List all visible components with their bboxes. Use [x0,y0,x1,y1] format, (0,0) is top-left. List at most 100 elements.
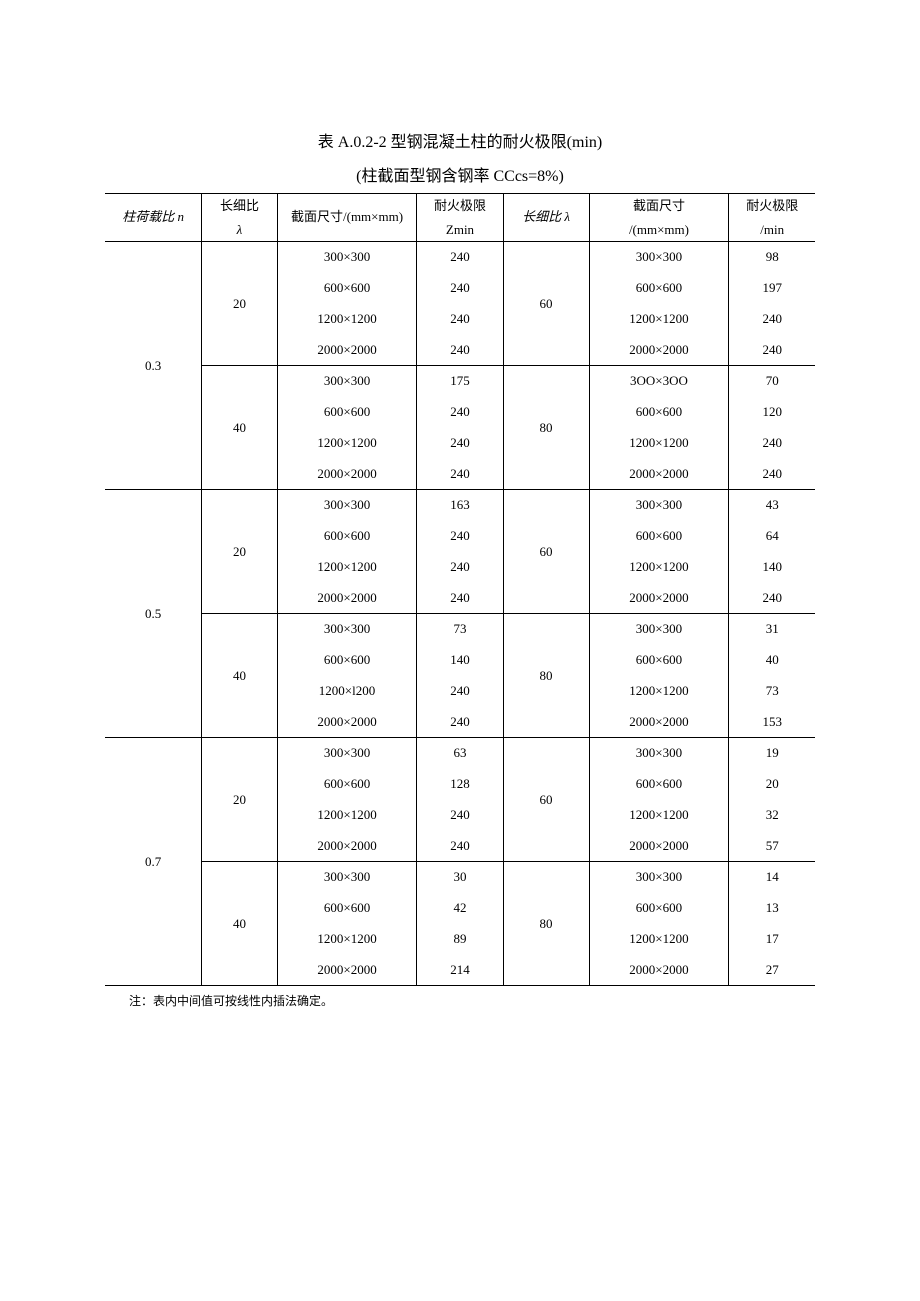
cell-lambda-left: 20 [202,738,277,862]
col-header-lambda: λ [202,220,277,242]
cell-section-right: 300×300 [589,614,729,645]
cell-section-left: 2000×2000 [277,831,417,862]
cell-section-right: 1200×1200 [589,676,729,707]
cell-fire-left: 240 [417,583,503,614]
col-header-fire-left: 耐火极限 [417,194,503,220]
cell-fire-left: 240 [417,831,503,862]
col-header-section-left: 截面尺寸/(mm×mm) [277,194,417,242]
cell-fire-right: 27 [729,955,815,986]
cell-section-right: 300×300 [589,862,729,893]
cell-lambda-right: 60 [503,490,589,614]
cell-section-right: 2000×2000 [589,335,729,366]
col-header-zmin: Zmin [417,220,503,242]
cell-fire-left: 89 [417,924,503,955]
cell-section-left: 2000×2000 [277,707,417,738]
cell-fire-right: 240 [729,428,815,459]
cell-lambda-left: 20 [202,490,277,614]
cell-fire-right: 14 [729,862,815,893]
cell-fire-right: 153 [729,707,815,738]
cell-section-left: 1200×1200 [277,552,417,583]
cell-lambda-right: 80 [503,614,589,738]
cell-fire-right: 20 [729,769,815,800]
cell-section-right: 2000×2000 [589,459,729,490]
table-note: 注：表内中间值可按线性内插法确定。 [129,992,815,1009]
cell-lambda-right: 60 [503,738,589,862]
cell-fire-left: 240 [417,707,503,738]
cell-lambda-left: 40 [202,614,277,738]
cell-load-ratio: 0.5 [105,490,202,738]
cell-fire-right: 13 [729,893,815,924]
col-header-fire-right-unit: /min [729,220,815,242]
cell-section-right: 2000×2000 [589,831,729,862]
cell-section-right: 600×600 [589,769,729,800]
cell-section-left: 2000×2000 [277,459,417,490]
cell-section-left: 300×300 [277,366,417,397]
cell-lambda-left: 20 [202,242,277,366]
cell-section-right: 600×600 [589,397,729,428]
cell-fire-left: 128 [417,769,503,800]
cell-section-left: 300×300 [277,614,417,645]
table-body: 0.320300×30024060300×30098600×600240600×… [105,242,815,986]
cell-fire-left: 240 [417,521,503,552]
cell-fire-right: 43 [729,490,815,521]
cell-section-left: 2000×2000 [277,583,417,614]
cell-fire-right: 70 [729,366,815,397]
cell-fire-left: 163 [417,490,503,521]
cell-section-left: 600×600 [277,893,417,924]
col-header-slenderness-right: 长细比 λ [503,194,589,242]
cell-fire-right: 17 [729,924,815,955]
cell-section-left: 600×600 [277,645,417,676]
table-row: 0.720300×3006360300×30019 [105,738,815,769]
table-subtitle: (柱截面型钢含钢率 CCcs=8%) [105,164,815,190]
cell-section-right: 600×600 [589,893,729,924]
cell-section-left: 2000×2000 [277,335,417,366]
cell-lambda-right: 60 [503,242,589,366]
cell-section-left: 600×600 [277,769,417,800]
cell-lambda-left: 40 [202,862,277,986]
cell-fire-left: 240 [417,800,503,831]
cell-fire-left: 240 [417,428,503,459]
cell-fire-right: 40 [729,645,815,676]
cell-section-right: 2000×2000 [589,707,729,738]
table-row: 40300×300175803OO×3OO70 [105,366,815,397]
cell-fire-left: 240 [417,242,503,273]
cell-section-right: 300×300 [589,738,729,769]
cell-fire-left: 240 [417,397,503,428]
data-table: 柱荷载比 n 长细比 截面尺寸/(mm×mm) 耐火极限 长细比 λ 截面尺寸 … [105,193,815,986]
cell-section-left: 600×600 [277,397,417,428]
cell-section-left: 1200×1200 [277,428,417,459]
cell-section-right: 1200×1200 [589,800,729,831]
cell-fire-right: 98 [729,242,815,273]
cell-section-left: 300×300 [277,862,417,893]
cell-fire-right: 73 [729,676,815,707]
cell-section-right: 600×600 [589,645,729,676]
cell-section-right: 1200×1200 [589,428,729,459]
cell-fire-left: 240 [417,273,503,304]
cell-lambda-right: 80 [503,862,589,986]
cell-fire-left: 240 [417,304,503,335]
cell-section-left: 1200×l200 [277,676,417,707]
cell-section-right: 1200×1200 [589,924,729,955]
col-header-section-right-unit: /(mm×mm) [589,220,729,242]
cell-section-left: 1200×1200 [277,304,417,335]
col-header-section-right: 截面尺寸 [589,194,729,220]
cell-section-left: 1200×1200 [277,800,417,831]
cell-fire-right: 240 [729,335,815,366]
cell-section-right: 1200×1200 [589,304,729,335]
cell-fire-left: 240 [417,459,503,490]
cell-load-ratio: 0.7 [105,738,202,986]
table-row: 0.520300×30016360300×30043 [105,490,815,521]
cell-fire-left: 214 [417,955,503,986]
cell-load-ratio: 0.3 [105,242,202,490]
table-row: 40300×3007380300×30031 [105,614,815,645]
col-header-load-ratio: 柱荷载比 n [105,194,202,242]
cell-fire-left: 30 [417,862,503,893]
cell-section-right: 1200×1200 [589,552,729,583]
cell-fire-right: 31 [729,614,815,645]
document-page: 表 A.0.2-2 型钢混凝土柱的耐火极限(min) (柱截面型钢含钢率 CCc… [0,0,920,1069]
cell-fire-right: 240 [729,583,815,614]
cell-lambda-left: 40 [202,366,277,490]
cell-section-left: 2000×2000 [277,955,417,986]
cell-section-right: 2000×2000 [589,955,729,986]
cell-section-right: 300×300 [589,490,729,521]
